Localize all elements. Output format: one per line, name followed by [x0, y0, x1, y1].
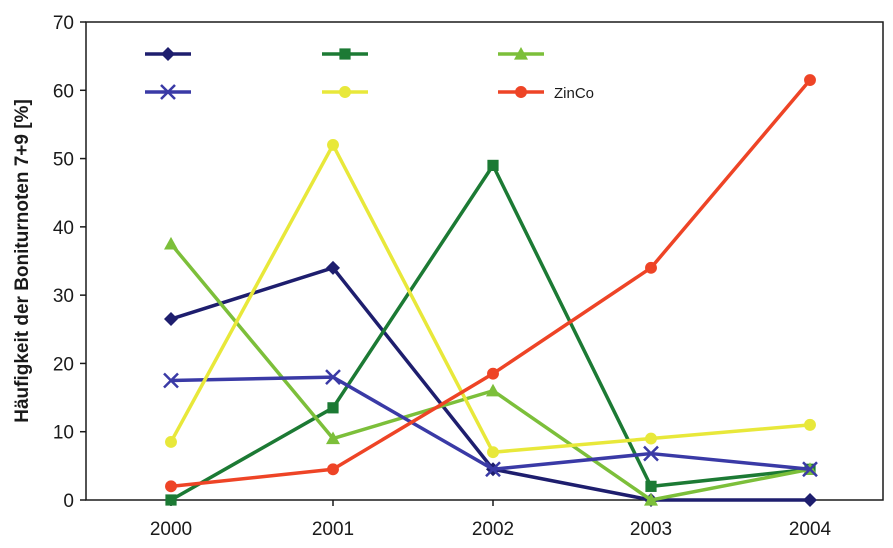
y-tick-label: 20 [53, 354, 74, 375]
data-point [487, 446, 499, 459]
data-point [327, 138, 339, 151]
y-tick-label: 60 [53, 81, 74, 102]
legend-marker [160, 84, 176, 100]
legend-label: ZinCo [554, 85, 594, 102]
legend: ZinCo [145, 47, 594, 102]
legend-item [145, 84, 191, 100]
data-point [487, 159, 499, 171]
data-point [326, 431, 340, 445]
y-axis-title: Häufigkeit der Boniturnoten 7+9 [%] [12, 99, 33, 423]
y-tick-label: 30 [53, 286, 74, 307]
series-6 [165, 74, 816, 493]
data-point [643, 445, 659, 462]
y-tick-label: 10 [53, 423, 74, 444]
data-point [645, 261, 657, 274]
legend-item [322, 48, 368, 60]
data-point [486, 383, 500, 397]
legend-item [322, 86, 368, 98]
data-point [803, 493, 817, 507]
series-layer [163, 74, 818, 507]
data-point [165, 494, 177, 506]
legend-marker [514, 47, 528, 60]
data-point [645, 432, 657, 445]
legend-item: ZinCo [498, 85, 594, 102]
x-tick-label: 2002 [472, 519, 514, 540]
data-point [487, 367, 499, 380]
data-point [325, 369, 341, 385]
data-point [326, 260, 340, 275]
y-tick-label: 50 [53, 150, 74, 171]
data-point [163, 372, 179, 389]
legend-marker [339, 86, 351, 98]
data-point [327, 463, 339, 476]
legend-item [498, 47, 544, 60]
series-5 [165, 138, 816, 459]
series-4 [163, 369, 818, 478]
data-point [645, 480, 657, 492]
x-tick-label: 2000 [150, 519, 192, 540]
data-point [165, 436, 177, 448]
legend-marker [339, 48, 351, 60]
y-tick-label: 40 [53, 218, 74, 239]
data-point [804, 74, 816, 86]
y-axis: 0 10 20 30 40 50 60 70 [53, 13, 86, 512]
data-point [802, 461, 818, 478]
data-point [804, 418, 816, 431]
data-point [165, 480, 177, 493]
data-point [327, 402, 339, 414]
legend-marker [161, 47, 175, 61]
legend-item [145, 47, 191, 61]
x-tick-label: 2004 [789, 519, 832, 540]
data-point [485, 461, 501, 478]
data-point [644, 493, 658, 506]
legend-marker [515, 86, 527, 98]
data-point [164, 312, 178, 327]
plot-area [85, 21, 884, 501]
data-point [164, 236, 178, 250]
x-tick-label: 2003 [630, 519, 672, 540]
x-axis: 2000 2001 2002 2003 2004 [150, 500, 832, 540]
y-tick-label: 70 [53, 13, 74, 34]
y-tick-label: 0 [63, 491, 74, 512]
x-tick-label: 2001 [312, 519, 354, 540]
